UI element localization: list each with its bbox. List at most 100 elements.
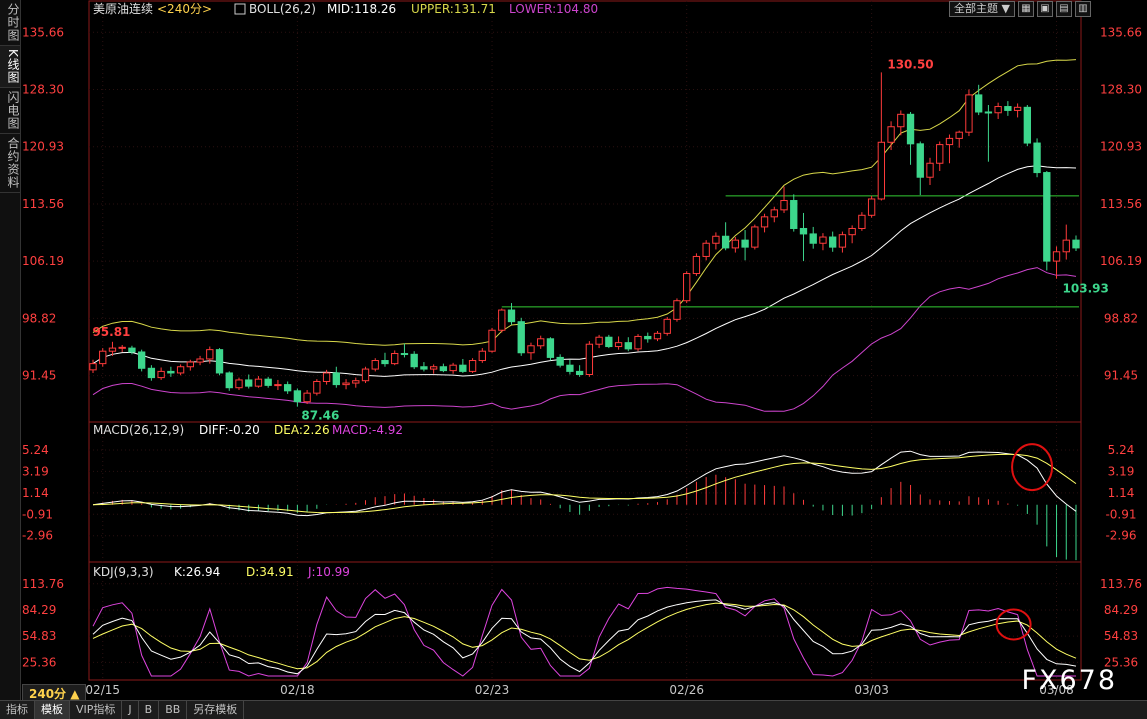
boll-lower-value: LOWER:104.80 — [509, 2, 598, 16]
sidebar-tab-contract-info[interactable]: 合约资料 — [0, 134, 20, 193]
candle-body — [1023, 106, 1031, 144]
price-tick-right: 98.82 — [1104, 311, 1138, 325]
watermark-logo: FX678 — [1021, 665, 1117, 696]
candle-body — [283, 384, 292, 392]
period-badge[interactable]: 240分 ▲ — [22, 684, 87, 703]
candle-body — [89, 363, 97, 371]
chart-box-icon — [234, 3, 246, 15]
kdj-d-line — [92, 602, 1077, 670]
macd-dea-value: DEA:2.26 — [274, 423, 330, 437]
macd-macd-value: MACD:-4.92 — [332, 423, 403, 437]
candle-body — [167, 370, 175, 374]
candle-body — [546, 338, 555, 358]
candle-body — [897, 113, 905, 128]
kdj-tick-right: 54.83 — [1104, 629, 1138, 643]
macd-dea-line — [92, 453, 1077, 514]
price-tick-left: 98.82 — [22, 311, 56, 325]
candle-body — [799, 227, 808, 235]
tab-templates[interactable]: 模板 — [35, 701, 70, 719]
macd-tick-left: 1.14 — [22, 486, 49, 500]
layout-grid-icon[interactable]: ▦ — [1018, 1, 1034, 17]
price-tick-right: 128.30 — [1100, 82, 1142, 96]
candle-body — [215, 349, 224, 374]
date-tick: 03/03 — [854, 683, 889, 697]
macd-panel — [92, 443, 1077, 561]
price-annotation: 87.46 — [301, 409, 339, 423]
kdj-j-value: J:10.99 — [307, 565, 350, 579]
candle-body — [99, 350, 107, 365]
price-annotation: 130.50 — [887, 57, 933, 71]
boll-upper-value: UPPER:131.71 — [411, 2, 496, 16]
bottom-tabbar: 指标 模板 VIP指标 J B BB 另存模板 — [0, 700, 1147, 719]
candle-body — [605, 336, 613, 348]
candle-body — [391, 353, 399, 365]
macd-tick-right: 3.19 — [1108, 464, 1135, 478]
candle-body — [965, 94, 973, 133]
candle-body — [176, 366, 185, 374]
candle-body — [527, 345, 535, 354]
tab-b[interactable]: B — [139, 701, 160, 719]
sidebar-tab-kline[interactable]: K线图 — [0, 46, 20, 88]
kdj-tick-left: 84.29 — [22, 603, 56, 617]
candle-body — [838, 234, 847, 248]
candle-body — [858, 214, 866, 229]
level-lines — [501, 195, 1079, 308]
kdj-tick-left: 54.83 — [22, 629, 56, 643]
boll-label: BOLL(26,2) — [249, 2, 316, 16]
candle-body — [147, 367, 156, 379]
chevron-down-icon: ▼ — [1001, 2, 1010, 15]
candle-body — [595, 336, 603, 345]
candle-body — [955, 131, 963, 139]
candle-body — [128, 347, 136, 353]
tab-save-template[interactable]: 另存模板 — [187, 701, 245, 719]
tab-vip-indicators[interactable]: VIP指标 — [70, 701, 123, 719]
macd-tick-left: 3.19 — [22, 464, 49, 478]
tab-j[interactable]: J — [122, 701, 139, 719]
candle-body — [313, 380, 321, 394]
layout-cols-icon[interactable]: ▥ — [1075, 1, 1091, 17]
price-tick-left: 120.93 — [22, 140, 64, 154]
candle-body — [731, 239, 740, 249]
candle-body — [157, 370, 165, 379]
macd-tick-left: -2.96 — [22, 529, 53, 543]
candle-body — [468, 360, 477, 372]
candle-body — [848, 227, 856, 236]
price-tick-right: 106.19 — [1100, 254, 1142, 268]
candle-body — [906, 113, 915, 145]
highlight-circle-macd — [1011, 443, 1054, 492]
candle-body — [877, 141, 886, 200]
kline-chart[interactable]: 135.66 135.66 128.30 128.30 120.93 120.93 113.… — [21, 0, 1147, 700]
candle-body — [1052, 251, 1061, 262]
candle-body — [478, 350, 486, 362]
candle-body — [420, 366, 428, 370]
candle-body — [118, 346, 126, 349]
candle-body — [683, 273, 691, 302]
tab-bb[interactable]: BB — [159, 701, 188, 719]
candle-body — [352, 380, 360, 384]
sidebar-tab-flash[interactable]: 闪电图 — [0, 88, 20, 134]
price-tick-left: 128.30 — [22, 82, 64, 96]
tab-indicators[interactable]: 指标 — [0, 701, 35, 719]
macd-diff-value: DIFF:-0.20 — [199, 423, 260, 437]
price-tick-right: 135.66 — [1100, 25, 1142, 39]
kdj-tick-right: 84.29 — [1104, 603, 1138, 617]
kdj-k-value: K:26.94 — [174, 565, 220, 579]
candle-body — [721, 235, 730, 249]
price-tick-left: 113.56 — [22, 197, 64, 211]
layout-rows-icon[interactable]: ▤ — [1056, 1, 1072, 17]
macd-tick-right: -2.96 — [1105, 529, 1136, 543]
kdj-d-value: D:34.91 — [246, 565, 294, 579]
candle-body — [692, 255, 701, 275]
boll-bands — [92, 59, 1077, 412]
sidebar-tab-timeshare[interactable]: 分时图 — [0, 0, 20, 46]
macd-diff-line — [92, 450, 1077, 517]
theme-select[interactable]: 全部主题 ▼ — [949, 1, 1015, 17]
layout-single-icon[interactable]: ▣ — [1037, 1, 1053, 17]
candle-body — [975, 94, 983, 113]
candle-body — [507, 309, 516, 323]
price-tick-right: 113.56 — [1100, 197, 1142, 211]
candle-body — [196, 358, 204, 363]
candle-body — [751, 226, 759, 248]
candle-body — [624, 342, 632, 350]
kdj-panel — [92, 586, 1077, 677]
